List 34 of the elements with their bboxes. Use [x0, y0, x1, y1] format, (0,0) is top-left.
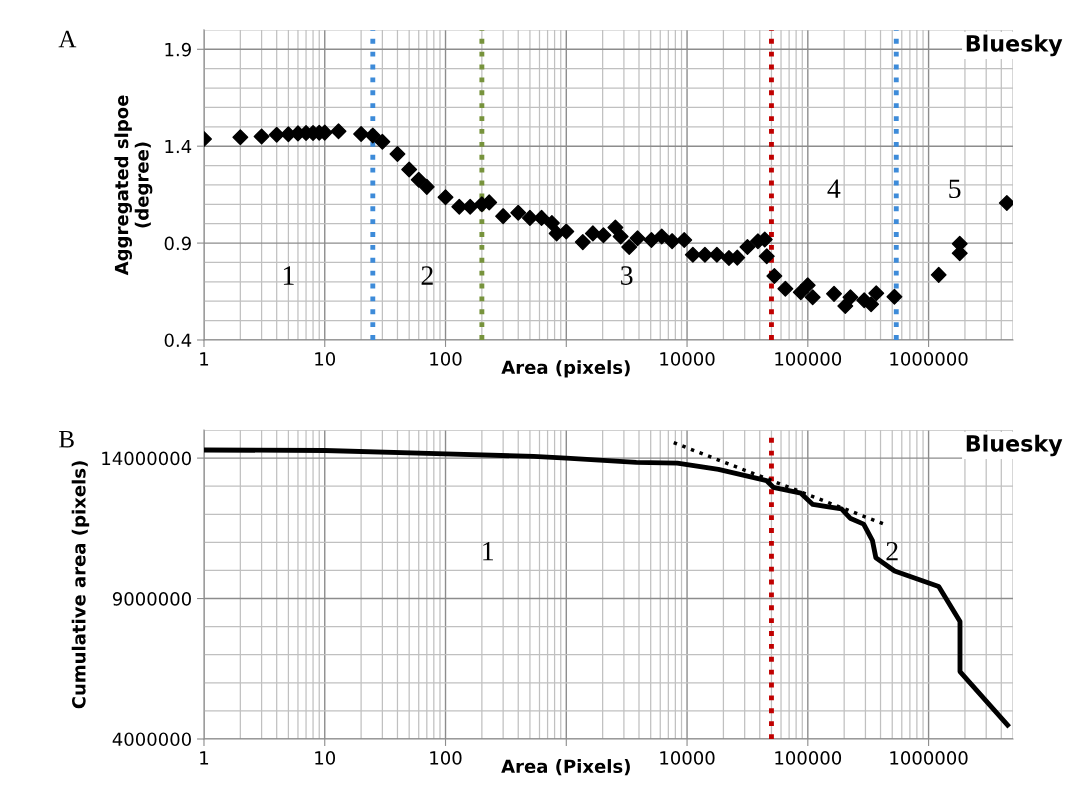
annotation: 1 [283, 266, 294, 285]
x-axis-title: Area (pixels) [501, 360, 630, 378]
annotation: 1 [483, 541, 493, 561]
y-axis-title: Cumulative area (pixels) [71, 461, 90, 709]
text: A [58, 30, 77, 48]
annotation: 4 [827, 179, 841, 198]
x-tick-label: 100000 [775, 751, 842, 765]
y-tick-label: 9000000 [112, 592, 191, 606]
x-tick-label: 1 [200, 751, 209, 765]
annotation: 2 [886, 541, 898, 561]
x-tick-label: 1000000 [890, 352, 968, 366]
y-tick-label: 4000000 [112, 732, 191, 747]
y-tick-label: 1.4 [165, 139, 192, 154]
x-tick-label: 1000000 [890, 751, 968, 765]
chart-title: Bluesky [966, 434, 1063, 457]
text: B [59, 430, 74, 448]
x-tick-label: 100000 [775, 352, 842, 366]
y-axis-title: Aggregated slpoe (degree) [114, 95, 153, 276]
x-tick-label: 1 [200, 352, 209, 366]
y-tick-label: 1.9 [165, 42, 191, 57]
y-tick-label: 14000000 [102, 451, 191, 466]
annotation: 2 [421, 266, 433, 285]
x-tick-label: 10 [315, 751, 336, 765]
annotation: 3 [621, 266, 633, 285]
x-tick-label: 100 [430, 352, 462, 366]
x-tick-label: 10 [315, 352, 336, 366]
y-tick-label: 0.4 [164, 333, 192, 348]
x-tick-label: 10000 [660, 751, 715, 765]
x-tick-label: 100 [430, 751, 462, 765]
x-axis-title: Area (Pixels) [501, 759, 630, 776]
annotation: 5 [949, 179, 961, 199]
y-tick-label: 0.9 [164, 236, 191, 251]
chart-title: Bluesky [966, 34, 1063, 57]
x-tick-label: 10000 [660, 352, 715, 366]
